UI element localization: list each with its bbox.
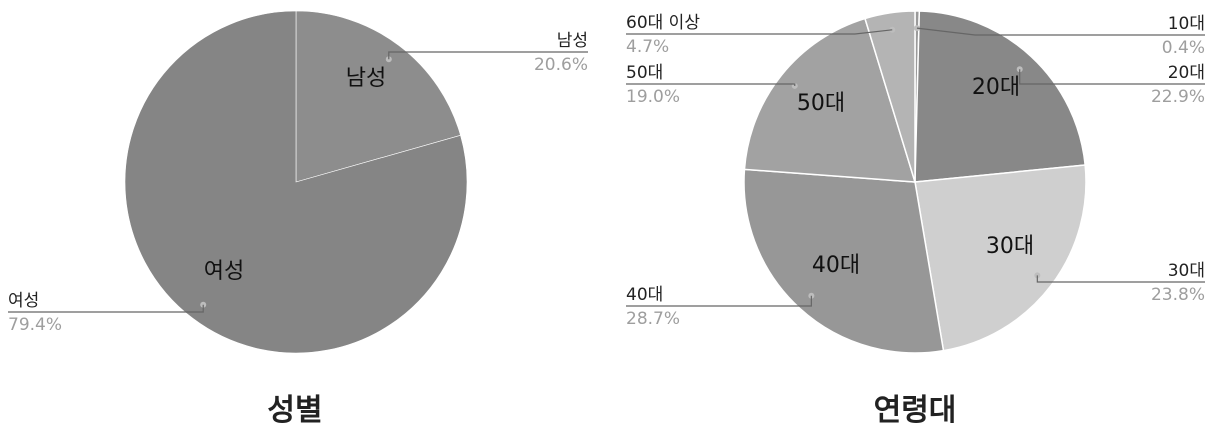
leader-line <box>1036 275 1205 283</box>
slice-label: 여성 <box>8 291 39 311</box>
slice-percent-label: 19.0% <box>626 87 680 107</box>
pie-slice <box>295 10 461 183</box>
pie-slice <box>743 168 945 354</box>
slice-inner-label: 30대 <box>986 234 1034 259</box>
slice-percent-label: 20.6% <box>534 55 588 75</box>
leader-line <box>626 83 796 86</box>
slice-label: 60대 이상 <box>626 13 700 33</box>
leader-line <box>626 295 812 307</box>
leader-line <box>8 304 204 313</box>
slice-percent-label: 28.7% <box>626 309 680 329</box>
slice-label: 40대 <box>626 285 663 305</box>
pie-slice <box>914 164 1087 352</box>
slice-inner-label: 여성 <box>204 259 244 284</box>
slice-label: 30대 <box>1168 261 1205 281</box>
slice-label: 50대 <box>626 63 663 83</box>
chart-title-gender: 성별 <box>267 393 323 428</box>
slice-percent-label: 22.9% <box>1151 87 1205 107</box>
leader-line <box>626 29 893 35</box>
pie-slice <box>864 10 916 183</box>
slice-percent-label: 0.4% <box>1162 38 1205 58</box>
pie-slice <box>124 10 468 354</box>
slice-inner-label: 남성 <box>346 66 386 91</box>
pie-slice <box>743 17 917 183</box>
slice-percent-label: 23.8% <box>1151 285 1205 305</box>
leader-line <box>1019 69 1205 85</box>
slice-inner-label: 20대 <box>972 75 1020 100</box>
slice-inner-label: 40대 <box>812 253 860 278</box>
leader-line <box>388 51 588 60</box>
pie-slice <box>914 10 1086 183</box>
slice-label: 20대 <box>1168 63 1205 83</box>
slice-inner-label: 50대 <box>797 91 845 116</box>
leader-line <box>916 27 1205 36</box>
slice-label: 10대 <box>1168 14 1205 34</box>
slice-label: 남성 <box>557 31 588 51</box>
chart-title-age: 연령대 <box>873 393 957 428</box>
slice-percent-label: 4.7% <box>626 37 669 57</box>
slice-percent-label: 79.4% <box>8 315 62 335</box>
